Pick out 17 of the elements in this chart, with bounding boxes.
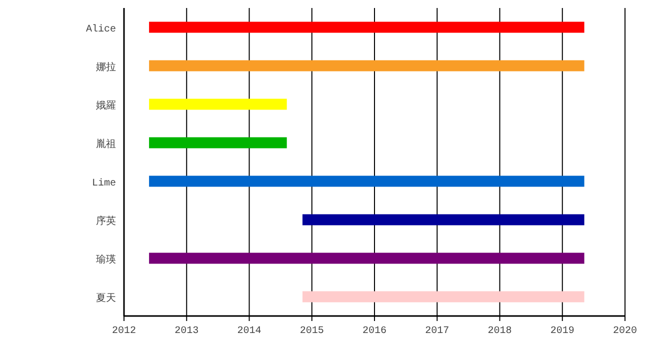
x-tick-label: 2015 [300,326,324,337]
x-tick-label: 2013 [174,326,199,337]
x-tick-label: 2018 [488,326,512,337]
y-tick-label: 娜拉 [96,60,116,74]
y-tick-label: 娥羅 [96,100,116,112]
y-tick-label: 序英 [96,214,116,228]
x-tick-label: 2016 [362,326,387,337]
x-tick-label: 2019 [550,326,574,337]
y-tick-label: 夏天 [96,292,116,305]
y-tick-label: Alice [86,23,116,36]
x-tick-label: 2020 [612,326,638,337]
y-tick-label: 胤祖 [96,138,116,151]
x-tick-label: 2012 [112,326,136,337]
y-tick-label: Lime [92,177,116,190]
y-tick-label: 瑜瑛 [96,253,116,266]
x-tick-label: 2014 [237,326,262,337]
x-tick-label: 2017 [425,326,450,337]
